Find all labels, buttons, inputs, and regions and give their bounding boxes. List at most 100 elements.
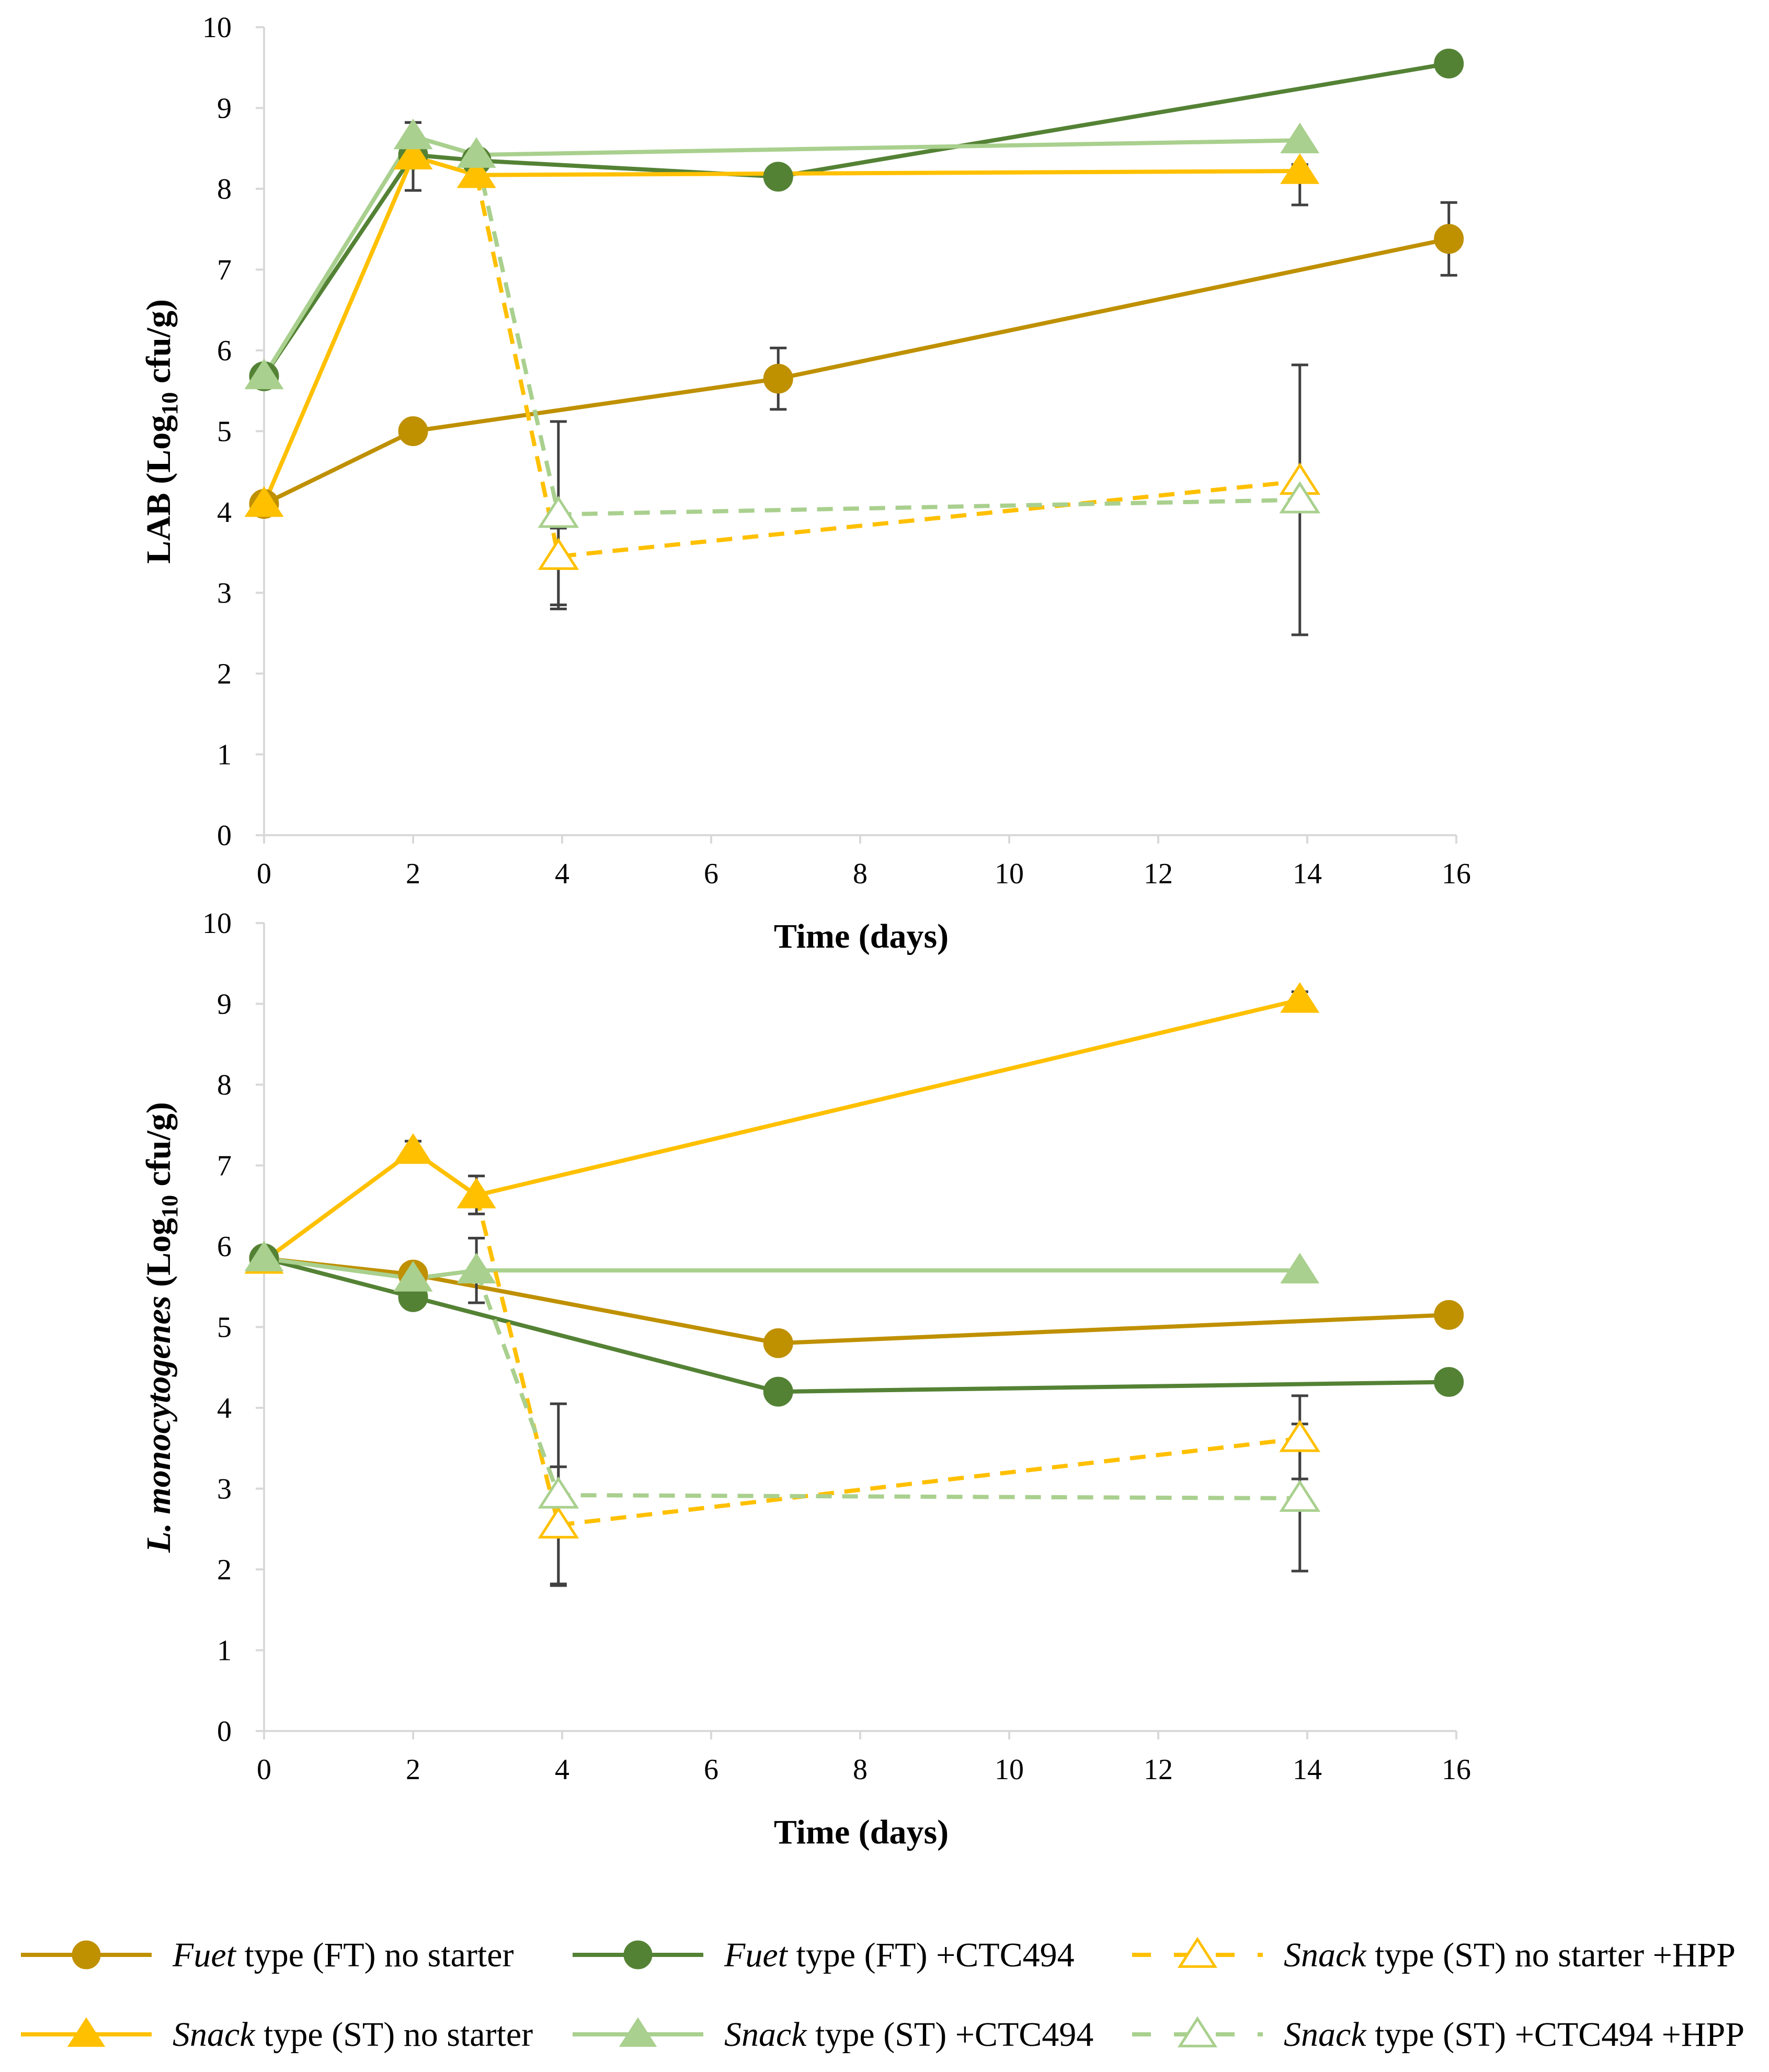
- data-point-st_no: [456, 1177, 496, 1209]
- data-point-ft_ctc: [1434, 49, 1464, 79]
- series-line-st_no: [263, 997, 1300, 1263]
- data-point-st_ctc_hpp: [1279, 1479, 1321, 1512]
- legend-swatch-marker-st_ctc: [619, 2017, 657, 2047]
- y-tick-label: 0: [217, 1715, 232, 1748]
- data-point-st_ctc: [456, 1253, 496, 1284]
- x-tick-label: 12: [1144, 858, 1173, 890]
- legend-swatch-marker-st_no: [67, 2017, 106, 2047]
- data-point-ft_ctc: [763, 162, 793, 192]
- y-tick-label: 6: [217, 1231, 232, 1263]
- series-line-st_no_hpp: [474, 1194, 1300, 1527]
- series-line-ft_ctc: [262, 61, 1450, 378]
- data-point-st_ctc: [456, 137, 496, 168]
- y-tick-label: 4: [217, 1392, 232, 1425]
- data-point-st_no_hpp: [1279, 1420, 1321, 1452]
- series-line-st_ctc_hpp: [474, 154, 1300, 517]
- x-tick-label: 10: [995, 858, 1024, 890]
- data-point-st_ctc: [393, 1260, 433, 1292]
- data-point-ft_no: [398, 416, 428, 446]
- legend-swatch-marker-st_no_hpp: [1177, 1937, 1218, 1968]
- data-point-st_no: [393, 1133, 433, 1164]
- y-tick-label: 2: [217, 1554, 232, 1586]
- x-tick-label: 2: [406, 1754, 420, 1786]
- y-tick-label: 5: [217, 1312, 232, 1344]
- y-tick-label: 10: [202, 12, 232, 44]
- data-point-ft_ctc: [763, 1376, 793, 1407]
- series-line-ft_no: [263, 236, 1450, 506]
- y-tick-label: 4: [217, 496, 232, 529]
- data-point-st_ctc_hpp: [1279, 481, 1321, 514]
- x-tick-label: 14: [1293, 1754, 1322, 1786]
- x-tick-label: 2: [406, 858, 420, 890]
- y-tick-label: 8: [217, 173, 232, 206]
- y-tick-label: 3: [217, 577, 232, 610]
- y-tick-label: 0: [217, 819, 232, 852]
- x-tick-label: 0: [257, 858, 271, 890]
- y-tick-label: 2: [217, 658, 232, 690]
- data-point-st_no: [1280, 153, 1320, 184]
- data-point-st_ctc: [244, 1240, 284, 1271]
- data-point-st_ctc: [393, 118, 433, 150]
- data-point-st_no_hpp: [538, 1506, 579, 1539]
- y-tick-label: 1: [217, 739, 232, 771]
- x-tick-label: 4: [555, 858, 569, 890]
- legend-label-st_ctc_hpp: Snack type (ST) +CTC494 +HPP: [1284, 2016, 1744, 2054]
- x-tick-label: 14: [1293, 858, 1322, 890]
- y-tick-label: 1: [217, 1635, 232, 1667]
- data-point-st_ctc: [1280, 1253, 1320, 1284]
- series-line-st_no: [262, 154, 1300, 505]
- legend: Fuet type (FT) no starter Fuet type (FT) …: [21, 1936, 1744, 2054]
- data-point-st_ctc: [1280, 122, 1320, 154]
- y-tick-label: 6: [217, 335, 232, 367]
- x-tick-label: 8: [853, 1754, 868, 1786]
- series-line-st_no_hpp: [474, 174, 1300, 559]
- legend-swatch-marker-st_ctc_hpp: [1177, 2016, 1218, 2047]
- x-tick-label: 6: [704, 1754, 718, 1786]
- data-point-ft_no: [763, 1328, 793, 1358]
- legend-swatch-marker-ft_ctc: [623, 1940, 653, 1969]
- y-axis-title: L. monocytogenes (Log10 cfu/g): [140, 1102, 182, 1553]
- data-point-st_ctc_hpp: [538, 495, 579, 528]
- legend-label-st_no_hpp: Snack type (ST) no starter +HPP: [1284, 1936, 1736, 1974]
- series-line-st_ctc: [262, 134, 1300, 378]
- legend-label-st_no: Snack type (ST) no starter: [173, 2016, 533, 2054]
- x-tick-label: 16: [1442, 858, 1471, 890]
- data-point-st_ctc_hpp: [538, 1476, 579, 1509]
- y-tick-label: 10: [202, 907, 232, 940]
- data-point-ft_ctc: [1434, 1367, 1464, 1397]
- x-tick-label: 6: [704, 858, 718, 890]
- data-point-st_no: [244, 486, 284, 517]
- data-point-st_ctc: [244, 358, 284, 390]
- y-tick-label: 9: [217, 93, 232, 125]
- x-tick-label: 10: [995, 1754, 1024, 1786]
- y-axis-title: LAB (Log10 cfu/g): [140, 299, 182, 564]
- x-tick-label: 12: [1144, 1754, 1173, 1786]
- legend-swatch-marker-ft_no: [72, 1940, 101, 1969]
- y-tick-label: 3: [217, 1473, 232, 1506]
- legend-label-ft_no: Fuet type (FT) no starter: [172, 1936, 513, 1974]
- y-tick-label: 7: [217, 254, 232, 287]
- x-tick-label: 4: [555, 1754, 569, 1786]
- x-axis-title: Time (days): [774, 1813, 949, 1851]
- x-tick-label: 16: [1442, 1754, 1471, 1786]
- data-point-st_no: [1280, 982, 1320, 1013]
- x-tick-label: 8: [853, 858, 868, 890]
- series-line-st_ctc: [264, 1256, 1300, 1281]
- data-point-ft_no: [763, 363, 793, 394]
- data-point-ft_no: [1434, 224, 1464, 254]
- data-point-st_no_hpp: [538, 538, 579, 570]
- y-tick-label: 9: [217, 988, 232, 1021]
- legend-label-st_ctc: Snack type (ST) +CTC494: [724, 2016, 1093, 2054]
- x-axis-title: Time (days): [774, 917, 949, 955]
- data-point-st_no: [393, 139, 433, 169]
- series-line-ft_ctc: [263, 1256, 1449, 1394]
- y-tick-label: 8: [217, 1069, 232, 1101]
- x-tick-label: 0: [257, 1754, 271, 1786]
- legend-label-ft_ctc: Fuet type (FT) +CTC494: [724, 1936, 1075, 1974]
- data-point-ft_no: [1434, 1300, 1464, 1330]
- data-point-st_no: [456, 157, 496, 188]
- y-tick-label: 7: [217, 1150, 232, 1182]
